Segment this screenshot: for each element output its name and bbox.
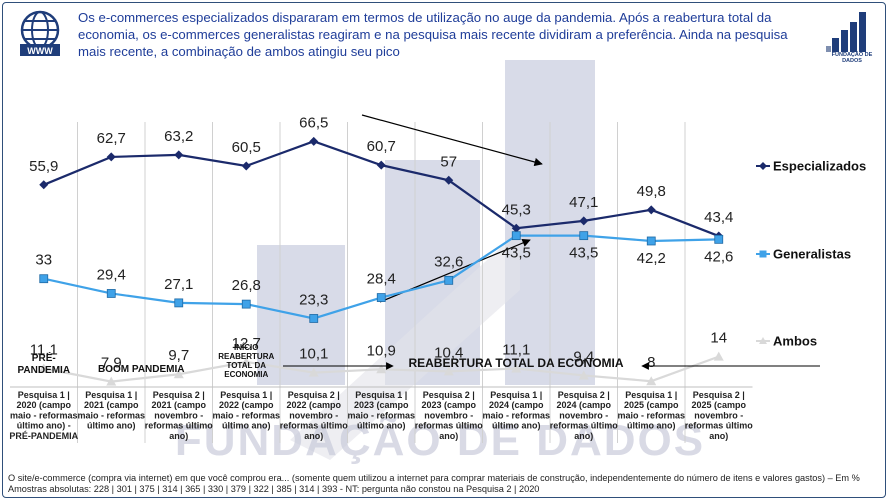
data-label-ambos: 9,7 <box>168 347 189 364</box>
annotation-pre-pandemia: PRÉ-PANDEMIA <box>17 351 70 376</box>
x-tick-label: Pesquisa 2 | 2024 (campo novembro -reforma… <box>550 390 619 441</box>
data-label-ambos: 10,4 <box>434 344 463 361</box>
watermark-text: FUNDAÇÃO DE DADOS <box>175 415 705 465</box>
globe-www-icon: WWW <box>20 10 60 56</box>
x-tick-label: Pesquisa 1 | 2021 (campo maio - reformas úl… <box>77 390 145 431</box>
x-tick-label: Pesquisa 2 | 2022 (campo novembro -reforma… <box>280 390 349 441</box>
x-tick-label: Pesquisa 2 | 2025 (campo novembro -reforma… <box>685 390 754 441</box>
point-especializados <box>106 152 116 162</box>
point-ambos <box>646 376 657 386</box>
point-ambos <box>578 370 589 380</box>
legend-label-ambos: Ambos <box>773 334 817 349</box>
annotation-boom-pandemia: BOOM PANDEMIA <box>98 364 184 375</box>
x-tick-label: Pesquisa 1 | 2025 (campo maio - reformas úl… <box>617 390 685 431</box>
point-ambos <box>376 364 387 374</box>
point-generalistas <box>714 234 724 244</box>
point-ambos <box>38 363 49 373</box>
data-label-especializados: 47,1 <box>569 194 598 211</box>
point-ambos <box>173 369 184 379</box>
point-ambos <box>241 356 252 366</box>
data-label-ambos: 9,4 <box>573 348 594 365</box>
data-label-ambos: 10,9 <box>367 342 396 359</box>
footnote-question: O site/e-commerce (compra via internet) … <box>8 473 860 483</box>
globe-label: WWW <box>27 46 53 56</box>
page-title: Os e-commerces especializados dispararam… <box>78 10 788 59</box>
data-label-generalistas: 42,2 <box>637 250 666 267</box>
data-label-especializados: 43,4 <box>704 209 733 226</box>
data-label-ambos: 11,1 <box>502 341 530 358</box>
x-tick-label: Pesquisa 1 | 2024 (campo maio - reformas úl… <box>482 390 550 431</box>
point-especializados <box>39 180 49 190</box>
data-label-especializados: 49,8 <box>637 183 666 200</box>
footnote: O site/e-commerce (compra via internet) … <box>8 473 860 495</box>
legend-label-generalistas: Generalistas <box>773 247 851 262</box>
logo-text: FUNDAÇÃO DE DADOS <box>831 52 873 64</box>
data-label-generalistas: 29,4 <box>97 266 126 283</box>
point-generalistas <box>444 275 454 285</box>
x-tick-label: Pesquisa 1 | 2022 (campo maio - reformas úl… <box>212 390 280 431</box>
point-especializados <box>376 160 386 170</box>
point-generalistas <box>579 231 589 241</box>
point-generalistas <box>241 299 251 309</box>
point-ambos <box>308 367 319 377</box>
data-label-ambos: 11,1 <box>30 341 58 358</box>
legend-marker <box>759 337 767 344</box>
data-label-generalistas: 23,3 <box>299 291 328 308</box>
data-label-especializados: 60,7 <box>367 138 396 155</box>
data-label-generalistas: 42,6 <box>704 248 733 265</box>
point-especializados <box>309 136 319 146</box>
data-label-generalistas: 27,1 <box>164 276 193 293</box>
annotation-reabertura-total: REABERTURA TOTAL DA ECONOMIA <box>408 356 623 370</box>
data-label-especializados: 57 <box>440 153 457 170</box>
data-label-especializados: 63,2 <box>164 128 193 145</box>
data-label-generalistas: 26,8 <box>232 277 261 294</box>
point-ambos <box>511 363 522 373</box>
point-especializados <box>511 223 521 233</box>
fundacao-de-dados-logo <box>826 12 866 52</box>
point-generalistas <box>106 289 116 298</box>
data-label-especializados: 60,5 <box>232 139 261 156</box>
point-generalistas <box>309 314 319 323</box>
legend-marker <box>759 250 767 258</box>
x-tick-label: Pesquisa 1 | 2023 (campo maio - reformas úl… <box>347 390 415 431</box>
point-generalistas <box>174 298 184 308</box>
point-generalistas <box>376 293 386 302</box>
data-label-especializados: 45,3 <box>502 201 531 218</box>
point-especializados <box>444 175 454 185</box>
point-generalistas <box>511 231 521 241</box>
point-generalistas <box>39 274 49 284</box>
annotation-inicio-reabertura: INÍCIO REABERTURA TOTAL DA ECONOMIA <box>218 343 274 379</box>
x-tick-label: Pesquisa 2 | 2021 (campo novembro -reforma… <box>145 390 214 441</box>
point-generalistas <box>646 236 656 246</box>
data-label-generalistas: 32,6 <box>434 253 463 270</box>
data-label-generalistas: 33 <box>35 252 52 269</box>
data-label-ambos: 8 <box>647 354 655 371</box>
x-tick-label: Pesquisa 2 | 2023 (campo novembro -reforma… <box>415 390 484 441</box>
data-label-especializados: 62,7 <box>97 130 126 147</box>
point-especializados <box>241 161 251 171</box>
trend-arrow-down <box>361 114 543 167</box>
data-label-ambos: 10,1 <box>299 346 328 363</box>
point-especializados <box>579 216 589 226</box>
data-label-especializados: 55,9 <box>29 158 58 175</box>
point-ambos <box>443 366 454 376</box>
data-label-ambos: 7,9 <box>101 355 122 372</box>
footnote-samples: Amostras absolutas: 228 | 301 | 375 | 31… <box>8 484 540 494</box>
legend-label-especializados: Especializados <box>773 159 866 174</box>
point-ambos <box>106 376 117 386</box>
data-label-generalistas: 43,5 <box>502 245 531 262</box>
legend-marker <box>759 162 767 170</box>
point-ambos <box>713 351 724 361</box>
data-label-ambos: 12,7 <box>232 335 261 352</box>
point-especializados <box>174 150 184 160</box>
data-label-especializados: 66,5 <box>299 114 328 131</box>
data-label-generalistas: 43,5 <box>569 245 598 262</box>
x-tick-label: Pesquisa 1 | 2020 (campo maio - reformas úl… <box>9 390 78 441</box>
data-label-ambos: 14 <box>710 330 727 347</box>
point-especializados <box>646 205 656 215</box>
data-label-generalistas: 28,4 <box>367 271 396 288</box>
